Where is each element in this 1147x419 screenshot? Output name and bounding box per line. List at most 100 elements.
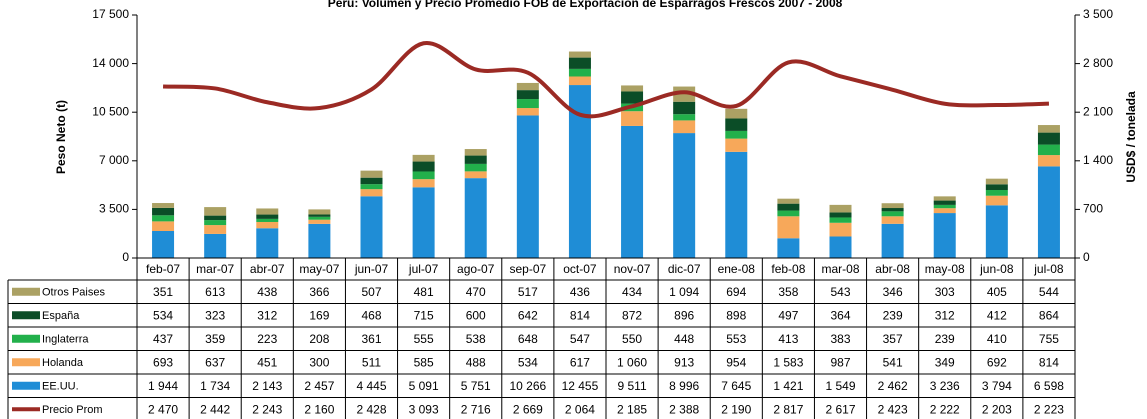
- table-value: 642: [518, 308, 538, 322]
- bar-segment: [881, 211, 904, 217]
- bar-segment: [673, 133, 696, 258]
- bar-segment: [985, 195, 1008, 206]
- table-value: 613: [205, 285, 225, 299]
- bar-segment: [933, 200, 956, 205]
- chart-title: Perú: Volumen y Precio Promedio FOB de E…: [328, 0, 843, 10]
- legend-label: Inglaterra: [42, 334, 89, 346]
- table-value: 5 091: [409, 379, 439, 393]
- bar-segment: [360, 177, 383, 185]
- bar-segment: [464, 178, 487, 258]
- x-tick-label: abr-08: [875, 262, 910, 276]
- bar-segment: [464, 155, 487, 164]
- table-value: 694: [726, 285, 746, 299]
- legend-label: España: [42, 310, 80, 322]
- x-tick-label: dic-07: [668, 262, 701, 276]
- bar-segment: [204, 225, 227, 234]
- legend-swatch: [12, 287, 40, 296]
- table-value: 303: [935, 285, 955, 299]
- table-value: 366: [309, 285, 329, 299]
- table-value: 1 549: [825, 379, 855, 393]
- legend-swatch: [12, 334, 40, 343]
- bar-segment: [725, 118, 748, 131]
- bar-segment: [725, 130, 748, 139]
- y2-tick-label: 2 100: [1083, 104, 1113, 118]
- table-value: 434: [622, 285, 642, 299]
- table-value: 692: [987, 355, 1007, 369]
- table-value: 547: [570, 332, 590, 346]
- table-value: 2 185: [617, 402, 647, 416]
- legend-label: Otros Paises: [42, 287, 105, 299]
- table-value: 987: [830, 355, 850, 369]
- table-value: 538: [466, 332, 486, 346]
- bar-segment: [152, 203, 175, 208]
- table-value: 468: [361, 308, 381, 322]
- table-value: 7 645: [721, 379, 751, 393]
- bar-segment: [1037, 132, 1060, 145]
- x-tick-label: nov-07: [614, 262, 651, 276]
- bar-segment: [204, 220, 227, 226]
- table-value: 2 143: [252, 379, 282, 393]
- table-value: 3 093: [409, 402, 439, 416]
- table-value: 693: [153, 355, 173, 369]
- bar-segment: [412, 179, 435, 188]
- bar-segment: [725, 108, 748, 119]
- x-tick-label: jun-07: [354, 262, 389, 276]
- table-value: 239: [883, 308, 903, 322]
- bar-segment: [985, 184, 1008, 191]
- bar-segment: [308, 214, 331, 217]
- bar-segment: [204, 207, 227, 216]
- table-value: 488: [466, 355, 486, 369]
- bar-segment: [933, 213, 956, 258]
- table-value: 3 236: [930, 379, 960, 393]
- table-value: 2 064: [565, 402, 595, 416]
- table-value: 497: [778, 308, 798, 322]
- table-value: 715: [414, 308, 434, 322]
- x-tick-label: may-08: [925, 262, 965, 276]
- table-value: 349: [935, 355, 955, 369]
- table-value: 10 266: [509, 379, 546, 393]
- table-value: 2 442: [200, 402, 230, 416]
- table-value: 351: [153, 285, 173, 299]
- table-value: 8 996: [669, 379, 699, 393]
- table-value: 2 669: [513, 402, 543, 416]
- bar-segment: [256, 228, 279, 258]
- table-value: 300: [309, 355, 329, 369]
- table-value: 534: [518, 355, 538, 369]
- x-tick-label: mar-07: [196, 262, 234, 276]
- table-value: 448: [674, 332, 694, 346]
- bar-segment: [829, 217, 852, 223]
- bar-segment: [152, 221, 175, 232]
- bar-segment: [777, 216, 800, 239]
- table-value: 872: [622, 308, 642, 322]
- bar-segment: [777, 238, 800, 258]
- bar-segment: [985, 178, 1008, 185]
- table-value: 543: [830, 285, 850, 299]
- x-tick-label: feb-08: [771, 262, 805, 276]
- y2-tick-label: 3 500: [1083, 7, 1113, 21]
- table-value: 755: [1039, 332, 1059, 346]
- y2-tick-label: 2 800: [1083, 56, 1113, 70]
- bar-segment: [1037, 144, 1060, 156]
- bar-segment: [256, 221, 279, 229]
- table-value: 3 794: [982, 379, 1012, 393]
- bar-segment: [1037, 155, 1060, 167]
- table-value: 898: [726, 308, 746, 322]
- x-tick-label: oct-07: [563, 262, 597, 276]
- bar-segment: [360, 189, 383, 197]
- table-value: 507: [361, 285, 381, 299]
- bar-segment: [256, 218, 279, 222]
- table-value: 600: [466, 308, 486, 322]
- bar-segment: [621, 91, 644, 104]
- table-value: 541: [883, 355, 903, 369]
- table-value: 1 944: [148, 379, 178, 393]
- y-tick-label: 3 500: [99, 202, 129, 216]
- bar-segment: [777, 210, 800, 217]
- table-value: 517: [518, 285, 538, 299]
- bar-segment: [204, 215, 227, 221]
- table-value: 357: [883, 332, 903, 346]
- bar-segment: [204, 233, 227, 258]
- table-value: 1 094: [669, 285, 699, 299]
- bar-segment: [621, 85, 644, 92]
- table-value: 436: [570, 285, 590, 299]
- table-value: 208: [309, 332, 329, 346]
